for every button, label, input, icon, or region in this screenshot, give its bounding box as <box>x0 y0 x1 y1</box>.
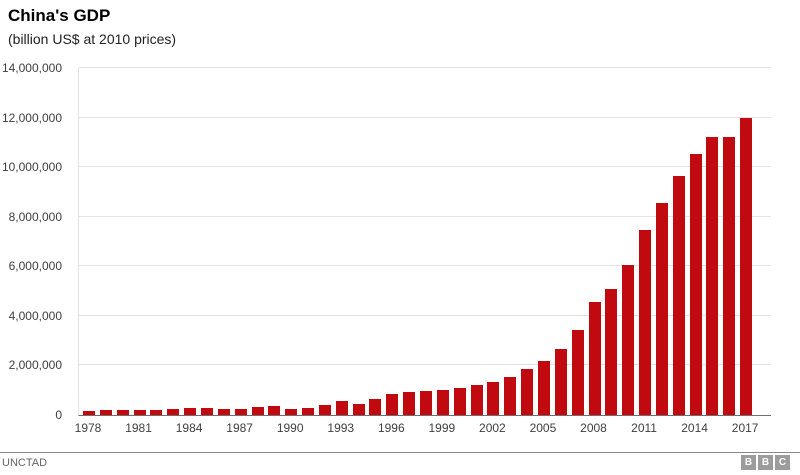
x-tick-label-1978: 1978 <box>74 421 102 435</box>
y-tick-label: 8,000,000 <box>8 209 62 224</box>
bar-1992 <box>318 405 331 415</box>
gridline <box>79 364 771 366</box>
bar-2006 <box>554 349 567 415</box>
x-tick-label-1990: 1990 <box>276 421 304 435</box>
bbc-logo-block: C <box>775 455 790 470</box>
bar-2005 <box>537 360 550 415</box>
bar-2013 <box>672 175 685 415</box>
bbc-logo-block: B <box>741 455 756 470</box>
bar-2000 <box>453 388 466 415</box>
y-tick-label: 2,000,000 <box>8 358 62 373</box>
page-subtitle: (billion US$ at 2010 prices) <box>8 31 177 47</box>
x-axis-labels: 1978 1981 1984 1987 1990 1993 1996 1999 2002 2005… <box>74 421 778 437</box>
y-tick-label: 6,000,000 <box>8 259 62 274</box>
bar-2001 <box>470 385 483 415</box>
gridline <box>79 116 771 118</box>
bar-2016 <box>723 136 736 415</box>
gridline <box>79 67 771 68</box>
y-axis-labels: 0 2,000,000 4,000,000 6,000,000 8,000,000 10,… <box>0 61 70 422</box>
gridline <box>79 215 771 217</box>
bar-1980 <box>116 409 129 415</box>
bar-2012 <box>655 203 668 415</box>
bar-1984 <box>184 408 197 415</box>
x-tick-label-2017: 2017 <box>731 421 759 435</box>
y-tick-label: 10,000,000 <box>1 160 62 175</box>
page-title: China's GDP <box>8 6 111 25</box>
bar-1982 <box>150 409 163 415</box>
bar-2003 <box>504 376 517 415</box>
gridline <box>79 166 771 168</box>
bar-1997 <box>403 391 416 415</box>
bar-2010 <box>622 265 635 415</box>
bbc-logo-block: B <box>758 455 773 470</box>
bar-1978 <box>83 410 95 415</box>
x-tick-label-2011: 2011 <box>631 421 657 435</box>
bar-2007 <box>571 329 584 415</box>
bar-1990 <box>285 409 298 415</box>
x-tick-label-1984: 1984 <box>175 421 203 435</box>
gridline <box>79 265 771 267</box>
x-tick-label-2002: 2002 <box>479 421 506 435</box>
bar-1979 <box>99 410 112 415</box>
bar-1986 <box>217 408 230 415</box>
x-tick-label-2008: 2008 <box>580 421 607 435</box>
bar-1983 <box>167 409 180 415</box>
bar-2004 <box>521 369 534 415</box>
bar-1998 <box>420 390 432 415</box>
bar-2009 <box>605 288 618 415</box>
x-tick-label-1996: 1996 <box>377 421 405 435</box>
bar-2011 <box>639 229 652 415</box>
source-label: UNCTAD <box>2 457 48 469</box>
bar-1989 <box>268 405 281 415</box>
bar-2014 <box>689 153 702 415</box>
y-tick-label: 0 <box>55 408 62 422</box>
bar-2017 <box>740 117 753 415</box>
bar-1995 <box>369 398 382 415</box>
bar-1994 <box>352 404 365 415</box>
x-tick-label-1981: 1981 <box>125 421 152 435</box>
bar-1985 <box>200 408 213 415</box>
bar-1981 <box>133 409 146 415</box>
bar-1987 <box>234 409 247 415</box>
gridline <box>79 314 771 316</box>
bar-1991 <box>302 408 315 415</box>
bar-1993 <box>335 401 348 415</box>
bar-2015 <box>706 136 719 415</box>
x-tick-label-2014: 2014 <box>681 421 708 435</box>
bar-1996 <box>386 393 399 415</box>
x-tick-label-1987: 1987 <box>226 421 253 435</box>
y-tick-label: 4,000,000 <box>8 308 62 323</box>
x-tick-label-1993: 1993 <box>327 421 355 435</box>
y-tick-label: 12,000,000 <box>1 110 62 125</box>
x-tick-label-1999: 1999 <box>428 421 456 435</box>
bar-2008 <box>588 302 601 415</box>
bar-1988 <box>251 406 264 415</box>
plot-area <box>78 67 771 416</box>
bar-2002 <box>487 381 500 415</box>
x-tick-label-2005: 2005 <box>529 421 557 435</box>
y-tick-label: 14,000,000 <box>1 61 62 75</box>
bar-1999 <box>436 389 449 415</box>
footer-divider <box>0 452 800 453</box>
